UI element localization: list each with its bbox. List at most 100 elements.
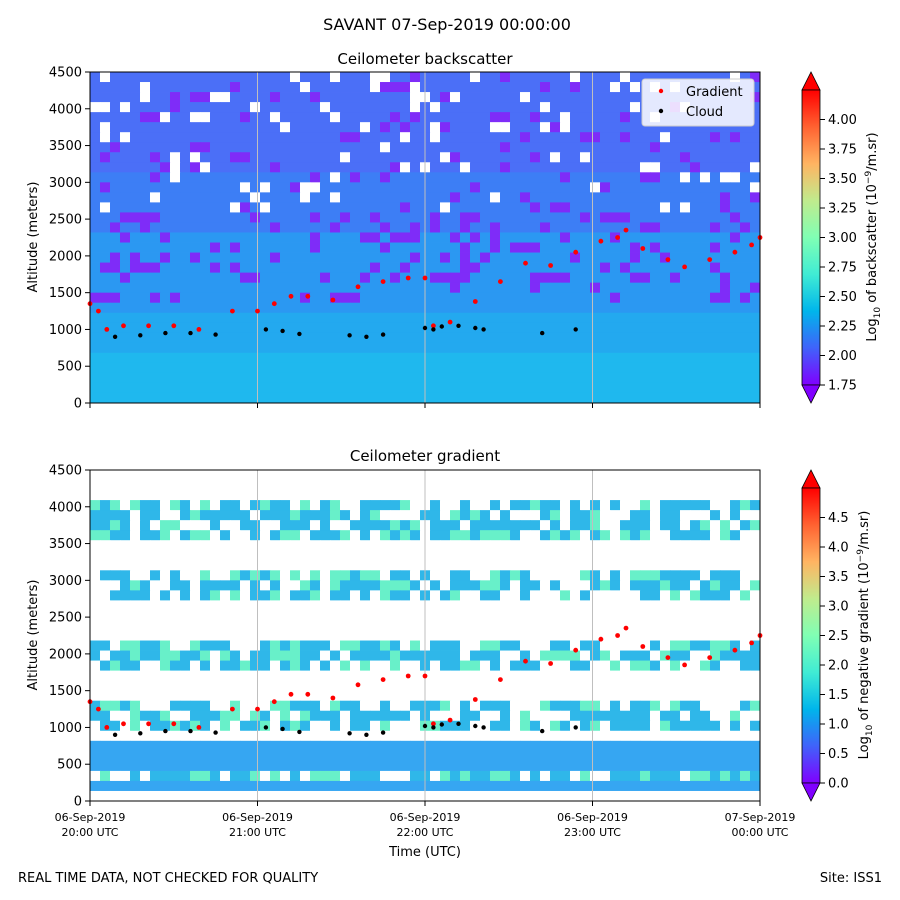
heatmap-cell xyxy=(290,142,301,153)
heatmap-cell xyxy=(340,212,351,223)
heatmap-cell xyxy=(240,570,251,581)
heatmap-cell xyxy=(140,392,151,404)
heatmap-cell xyxy=(690,282,701,294)
heatmap-cell xyxy=(720,272,731,284)
heatmap-cell xyxy=(560,790,571,802)
heatmap-cell xyxy=(180,560,191,571)
heatmap-cell xyxy=(650,500,661,511)
heatmap-cell xyxy=(300,610,311,621)
heatmap-cell xyxy=(180,102,191,113)
heatmap-cell xyxy=(270,610,281,621)
heatmap-cell xyxy=(570,530,581,541)
heatmap-cell xyxy=(120,710,131,722)
heatmap-cell xyxy=(470,382,481,394)
heatmap-cell xyxy=(710,690,721,702)
heatmap-cell xyxy=(360,262,371,274)
heatmap-cell xyxy=(550,760,561,772)
heatmap-cell xyxy=(160,192,171,203)
heatmap-cell xyxy=(320,600,331,611)
heatmap-cell xyxy=(650,480,661,491)
heatmap-cell xyxy=(490,112,501,123)
heatmap-cell xyxy=(750,302,761,314)
heatmap-cell xyxy=(610,372,621,384)
heatmap-cell xyxy=(620,790,631,802)
heatmap-cell xyxy=(590,312,601,324)
heatmap-cell xyxy=(130,112,141,123)
heatmap-cell xyxy=(750,372,761,384)
heatmap-cell xyxy=(350,780,361,792)
heatmap-cell xyxy=(550,770,561,782)
heatmap-cell xyxy=(410,372,421,384)
heatmap-cell xyxy=(490,72,501,83)
heatmap-cell xyxy=(150,192,161,203)
heatmap-cell xyxy=(260,670,271,682)
heatmap-cell xyxy=(340,540,351,551)
heatmap-cell xyxy=(290,740,301,752)
heatmap-cell xyxy=(750,352,761,364)
heatmap-cell xyxy=(450,192,461,203)
heatmap-cell xyxy=(680,580,691,591)
heatmap-cell xyxy=(460,600,471,611)
heatmap-cell xyxy=(210,470,221,481)
heatmap-cell xyxy=(200,212,211,223)
heatmap-cell xyxy=(210,740,221,752)
heatmap-cell xyxy=(590,132,601,143)
heatmap-cell xyxy=(300,500,311,511)
heatmap-cell xyxy=(400,590,411,601)
heatmap-cell xyxy=(520,382,531,394)
heatmap-cell xyxy=(110,530,121,541)
heatmap-cell xyxy=(510,282,521,294)
heatmap-cell xyxy=(240,162,251,173)
heatmap-cell xyxy=(450,242,461,253)
heatmap-cell xyxy=(550,490,561,501)
heatmap-cell xyxy=(460,650,471,661)
heatmap-cell xyxy=(300,760,311,772)
heatmap-cell xyxy=(710,362,721,374)
heatmap-cell xyxy=(710,730,721,742)
heatmap-cell xyxy=(740,192,751,203)
heatmap-cell xyxy=(260,102,271,113)
heatmap-cell xyxy=(290,600,301,611)
x-tick-time-label: 00:00 UTC xyxy=(731,826,788,839)
heatmap-cell xyxy=(270,590,281,601)
heatmap-cell xyxy=(400,372,411,384)
heatmap-cell xyxy=(260,382,271,394)
heatmap-cell xyxy=(490,232,501,243)
heatmap-cell xyxy=(520,242,531,253)
heatmap-cell xyxy=(540,740,551,752)
heatmap-cell xyxy=(440,550,451,561)
heatmap-cell xyxy=(740,392,751,404)
heatmap-cell xyxy=(730,182,741,193)
heatmap-cell xyxy=(370,252,381,263)
heatmap-cell xyxy=(440,540,451,551)
heatmap-cell xyxy=(320,660,331,672)
heatmap-cell xyxy=(600,172,611,183)
heatmap-cell xyxy=(240,750,251,762)
heatmap-cell xyxy=(110,710,121,722)
heatmap-cell xyxy=(460,720,471,732)
heatmap-cell xyxy=(300,570,311,581)
heatmap-cell xyxy=(410,272,421,284)
heatmap-cell xyxy=(110,780,121,792)
heatmap-cell xyxy=(390,292,401,304)
heatmap-cell xyxy=(210,202,221,213)
heatmap-cell xyxy=(400,302,411,314)
heatmap-cell xyxy=(300,212,311,223)
heatmap-cell xyxy=(340,322,351,334)
heatmap-cell xyxy=(200,730,211,742)
heatmap-cell xyxy=(100,102,111,113)
heatmap-cell xyxy=(90,132,101,143)
heatmap-cell xyxy=(130,162,141,173)
heatmap-cell xyxy=(310,332,321,344)
heatmap-cell xyxy=(510,332,521,344)
heatmap-cell xyxy=(290,620,301,631)
heatmap-cell xyxy=(210,630,221,641)
heatmap-cell xyxy=(240,500,251,511)
heatmap-cell xyxy=(590,272,601,284)
heatmap-cell xyxy=(730,690,741,702)
y-tick-label: 4000 xyxy=(49,500,82,515)
heatmap-cell xyxy=(640,262,651,274)
heatmap-cell xyxy=(680,322,691,334)
heatmap-cell xyxy=(450,322,461,334)
heatmap-cell xyxy=(90,222,101,233)
